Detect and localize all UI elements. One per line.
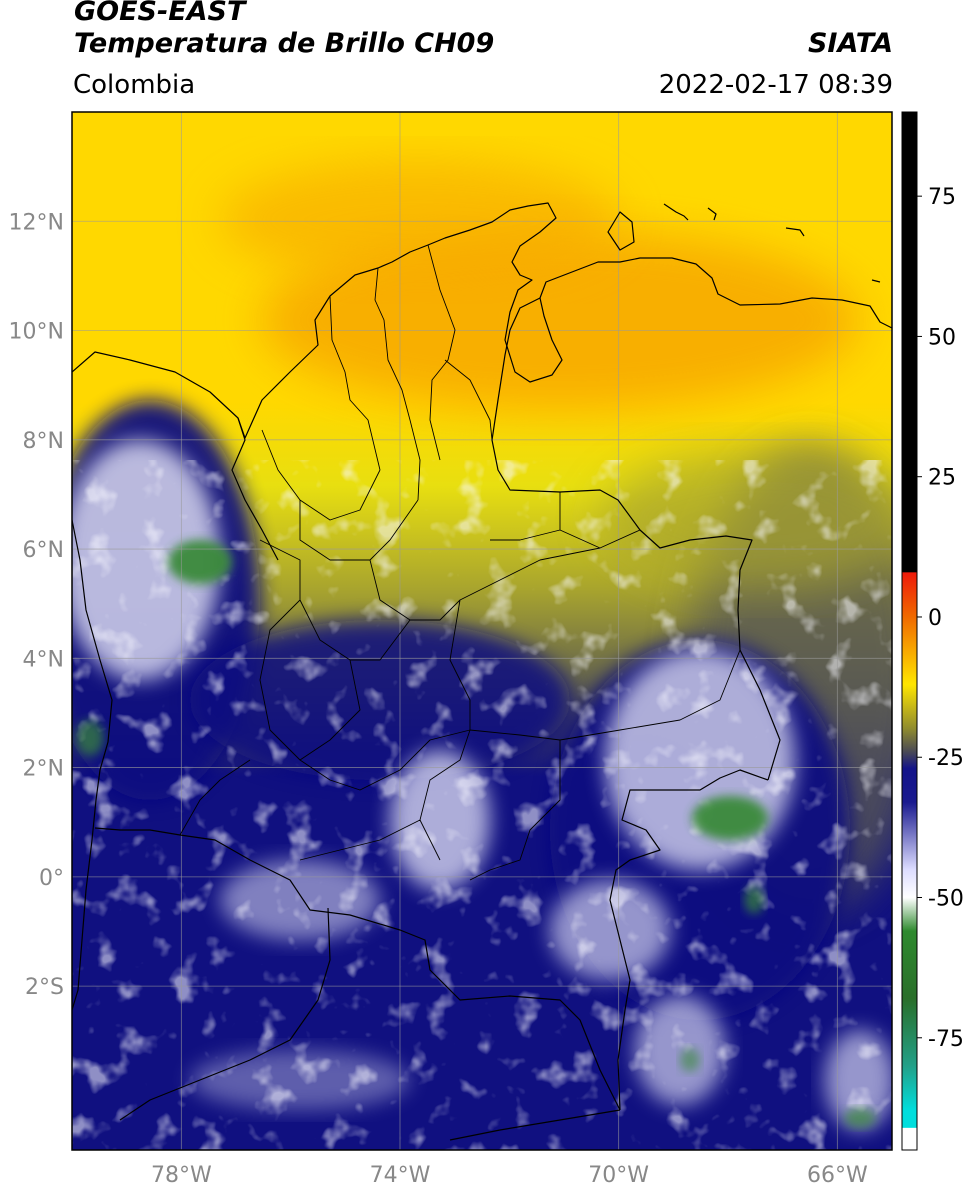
map-title-line2: Temperatura de Brillo CH09 — [74, 28, 495, 59]
colorbar-tick-label: 50 — [928, 325, 956, 350]
latitude-ticks: 12°N 10°N 8°N 6°N 4°N 2°N 0° 2°S — [9, 210, 64, 1000]
coldest-top-south — [680, 1048, 700, 1072]
peru-brazil-border — [449, 1109, 621, 1141]
lat-tick-label: 2°S — [25, 975, 64, 1000]
coldest-top-east — [744, 886, 764, 914]
colorbar-tick-label: -75 — [928, 1027, 964, 1052]
colorbar: 75 50 25 0 -25 -50 -75 — [901, 111, 964, 1151]
lon-tick-label: 70°W — [588, 1163, 649, 1188]
colorbar-scale — [901, 111, 918, 1151]
coldest-top-pacific — [76, 720, 104, 756]
colombia-panama-border — [231, 417, 279, 561]
coastline-pacific — [72, 519, 113, 1011]
coldest-top-southeast — [844, 1108, 876, 1128]
colorbar-tick-label: 0 — [928, 606, 942, 631]
lon-tick-label: 74°W — [370, 1163, 431, 1188]
colombia-venezuela-border — [491, 297, 781, 781]
department-borders — [179, 244, 741, 881]
warm-core-north — [220, 160, 620, 280]
longitude-ticks: 78°W 74°W 70°W 66°W — [151, 1163, 868, 1188]
lat-tick-label: 12°N — [9, 210, 64, 235]
map-frame — [71, 111, 893, 1151]
lat-tick-label: 0° — [39, 866, 64, 891]
gridlines — [72, 112, 892, 1150]
map-title-line1: GOES-EAST — [74, 0, 246, 27]
colorbar-tick-label: -50 — [928, 887, 964, 912]
lat-tick-label: 8°N — [23, 429, 64, 454]
lat-tick-label: 4°N — [23, 647, 64, 672]
colorbar-tick-label: 75 — [928, 185, 956, 210]
lon-tick-label: 66°W — [807, 1163, 868, 1188]
lat-tick-label: 6°N — [23, 538, 64, 563]
datetime-label: 2022-02-17 08:39 — [658, 70, 893, 100]
region-label: Colombia — [73, 70, 196, 100]
coldest-top-west — [168, 540, 232, 584]
colombia-brazil-border — [609, 769, 769, 1111]
coldest-top-amazon — [692, 796, 768, 840]
map-field-layer — [72, 112, 892, 1150]
borders-layer — [72, 202, 892, 1141]
coastline-islands — [607, 203, 881, 283]
organization-label: SIATA — [807, 28, 893, 59]
colorbar-tick-label: 25 — [928, 466, 956, 491]
colombia-peru-ecuador-border — [94, 827, 621, 1111]
lat-tick-label: 10°N — [9, 320, 64, 345]
lat-tick-label: 2°N — [23, 757, 64, 782]
lon-tick-label: 78°W — [151, 1163, 212, 1188]
colorbar-tick-label: -25 — [928, 746, 964, 771]
coastline-caribbean — [72, 202, 892, 439]
ecuador-peru-border — [119, 907, 331, 1121]
